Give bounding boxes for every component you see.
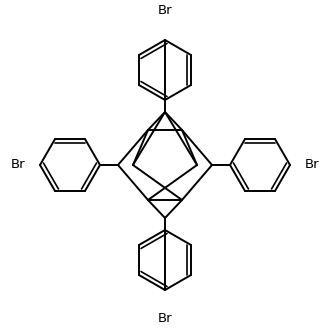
Text: Br: Br xyxy=(158,312,172,324)
Text: Br: Br xyxy=(305,158,319,172)
Text: Br: Br xyxy=(158,4,172,17)
Text: Br: Br xyxy=(11,158,25,172)
